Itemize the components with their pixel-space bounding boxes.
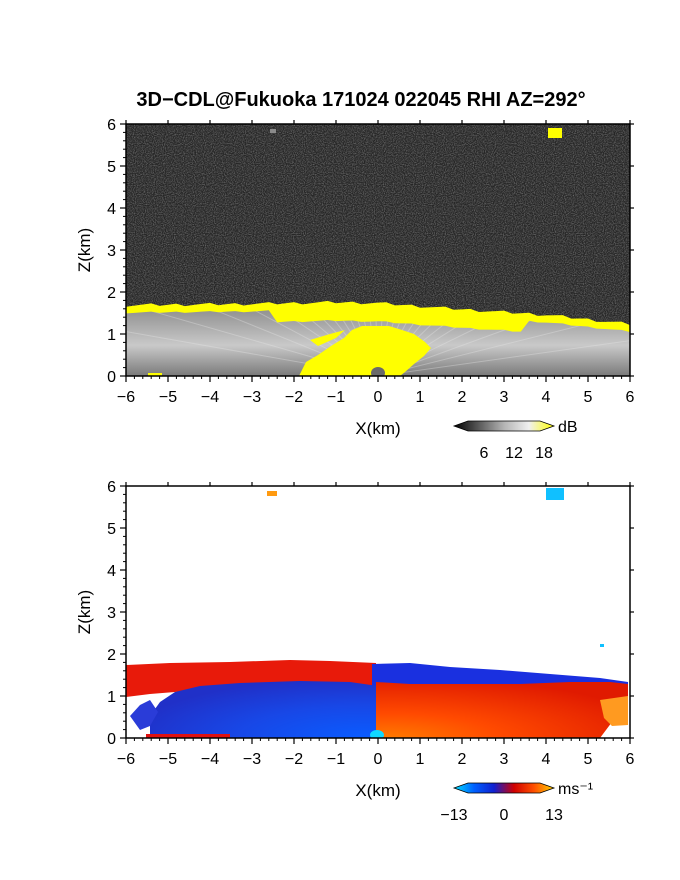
cloud-base-band bbox=[126, 300, 630, 333]
velocity-field bbox=[126, 486, 630, 738]
velocity-colorbar-unit: ms⁻¹ bbox=[558, 781, 593, 798]
near-radar-plume bbox=[299, 326, 431, 376]
x-tick-label: 5 bbox=[584, 751, 593, 768]
beam-streak bbox=[155, 307, 379, 376]
beam-streak bbox=[237, 307, 379, 376]
echo-speck bbox=[600, 644, 604, 647]
colorbar-tick-label: 6 bbox=[480, 445, 489, 462]
x-tick-label: 4 bbox=[542, 389, 551, 406]
y-tick-label: 6 bbox=[107, 117, 116, 134]
x-tick-label: 0 bbox=[374, 751, 383, 768]
echo-speck bbox=[548, 128, 562, 138]
surface-positive-echo bbox=[146, 734, 230, 738]
velocity-panel: −6 −5 −4 −3 −2 −1 0 1 2 3 4 5 6 0 1 2 3 4 5 6 X(km) Z(km) m… bbox=[75, 479, 635, 824]
x-tick-label: 4 bbox=[542, 751, 551, 768]
echo-speck bbox=[270, 129, 276, 133]
y-tick-label: 5 bbox=[107, 159, 116, 176]
x-tick-label: −4 bbox=[201, 751, 219, 768]
figure-title: 3D−CDL@Fukuoka 171024 022045 RHI AZ=292° bbox=[136, 89, 585, 111]
reflectivity-field bbox=[126, 124, 630, 376]
beam-streak bbox=[377, 330, 630, 376]
echo-speck bbox=[267, 491, 277, 496]
radar-site-blob bbox=[370, 730, 384, 738]
beam-streak bbox=[366, 307, 379, 376]
plume-edge-streak bbox=[310, 330, 345, 346]
velocity-colorbar-ticks: −13 0 13 bbox=[440, 807, 563, 824]
y-tick-label: 4 bbox=[107, 201, 116, 218]
x-tick-label: 2 bbox=[458, 389, 467, 406]
colorbar-tick-label: −13 bbox=[440, 807, 467, 824]
x-tick-label: −2 bbox=[285, 751, 303, 768]
x-tick-label: 5 bbox=[584, 389, 593, 406]
scattered-positive-echo bbox=[600, 696, 628, 726]
beam-streak bbox=[377, 307, 630, 376]
velocity-colorbar: ms⁻¹ −13 0 13 bbox=[440, 781, 593, 824]
x-tick-label: 2 bbox=[458, 751, 467, 768]
y-tick-label: 6 bbox=[107, 479, 116, 496]
colorbar-tick-label: 12 bbox=[505, 445, 523, 462]
velocity-ylabel: Z(km) bbox=[75, 590, 94, 634]
beam-streak bbox=[377, 307, 529, 376]
x-tick-label: −5 bbox=[159, 751, 177, 768]
colorbar-tick-label: 18 bbox=[535, 445, 553, 462]
beam-streak bbox=[300, 307, 379, 376]
beam-streak bbox=[268, 307, 379, 376]
surface-echo bbox=[148, 373, 162, 376]
x-tick-label: −6 bbox=[117, 751, 135, 768]
x-tick-label: −4 bbox=[201, 389, 219, 406]
y-tick-label: 2 bbox=[107, 647, 116, 664]
reflectivity-colorbar-ticks: 6 12 18 bbox=[480, 445, 553, 462]
x-tick-label: 3 bbox=[500, 751, 509, 768]
beam-streak bbox=[332, 307, 379, 376]
y-tick-label: 4 bbox=[107, 563, 116, 580]
beam-streak bbox=[377, 307, 467, 376]
radar-site-blob bbox=[371, 367, 385, 376]
x-tick-label: 1 bbox=[416, 751, 425, 768]
beam-streak bbox=[208, 307, 379, 376]
x-tick-label: −2 bbox=[285, 389, 303, 406]
beam-streak bbox=[377, 307, 499, 376]
negative-velocity-region bbox=[150, 681, 378, 738]
reflectivity-axes: −6 −5 −4 −3 −2 −1 0 1 2 3 4 5 6 0 1 2 3 4 5 6 bbox=[107, 117, 634, 406]
x-tick-label: 0 bbox=[374, 389, 383, 406]
x-tick-label: 1 bbox=[416, 389, 425, 406]
reflectivity-ylabel: Z(km) bbox=[75, 228, 94, 272]
x-tick-label: −1 bbox=[327, 389, 345, 406]
beam-streak bbox=[377, 307, 401, 376]
velocity-colorbar-bar bbox=[452, 782, 556, 794]
beam-streak bbox=[377, 307, 558, 376]
x-tick-label: −3 bbox=[243, 751, 261, 768]
reflectivity-colorbar-bar bbox=[452, 420, 556, 432]
echo-speck bbox=[546, 488, 564, 500]
beam-streak bbox=[377, 307, 435, 376]
y-tick-label: 3 bbox=[107, 605, 116, 622]
y-tick-label: 1 bbox=[107, 689, 116, 706]
x-tick-label: 3 bbox=[500, 389, 509, 406]
colorbar-tick-label: 13 bbox=[545, 807, 563, 824]
reflectivity-colorbar: dB 6 12 18 bbox=[452, 419, 578, 462]
x-tick-label: 6 bbox=[626, 389, 635, 406]
positive-velocity-region bbox=[376, 682, 628, 738]
y-tick-label: 3 bbox=[107, 243, 116, 260]
y-tick-label: 5 bbox=[107, 521, 116, 538]
x-tick-label: −1 bbox=[327, 751, 345, 768]
reflectivity-colorbar-unit: dB bbox=[558, 419, 578, 436]
y-tick-label: 2 bbox=[107, 285, 116, 302]
colorbar-tick-label: 0 bbox=[500, 807, 509, 824]
y-tick-label: 0 bbox=[107, 731, 116, 748]
x-tick-label: −5 bbox=[159, 389, 177, 406]
y-tick-label: 1 bbox=[107, 327, 116, 344]
beam-streak bbox=[180, 307, 379, 376]
reflectivity-xlabel: X(km) bbox=[355, 419, 400, 438]
x-tick-label: 6 bbox=[626, 751, 635, 768]
y-tick-label: 0 bbox=[107, 369, 116, 386]
scattered-negative-echo bbox=[130, 700, 158, 730]
x-tick-label: −3 bbox=[243, 389, 261, 406]
beam-streak bbox=[132, 307, 379, 376]
x-tick-label: −6 bbox=[117, 389, 135, 406]
velocity-axes: −6 −5 −4 −3 −2 −1 0 1 2 3 4 5 6 0 1 2 3 4 5 6 bbox=[107, 479, 634, 768]
velocity-xlabel: X(km) bbox=[355, 781, 400, 800]
